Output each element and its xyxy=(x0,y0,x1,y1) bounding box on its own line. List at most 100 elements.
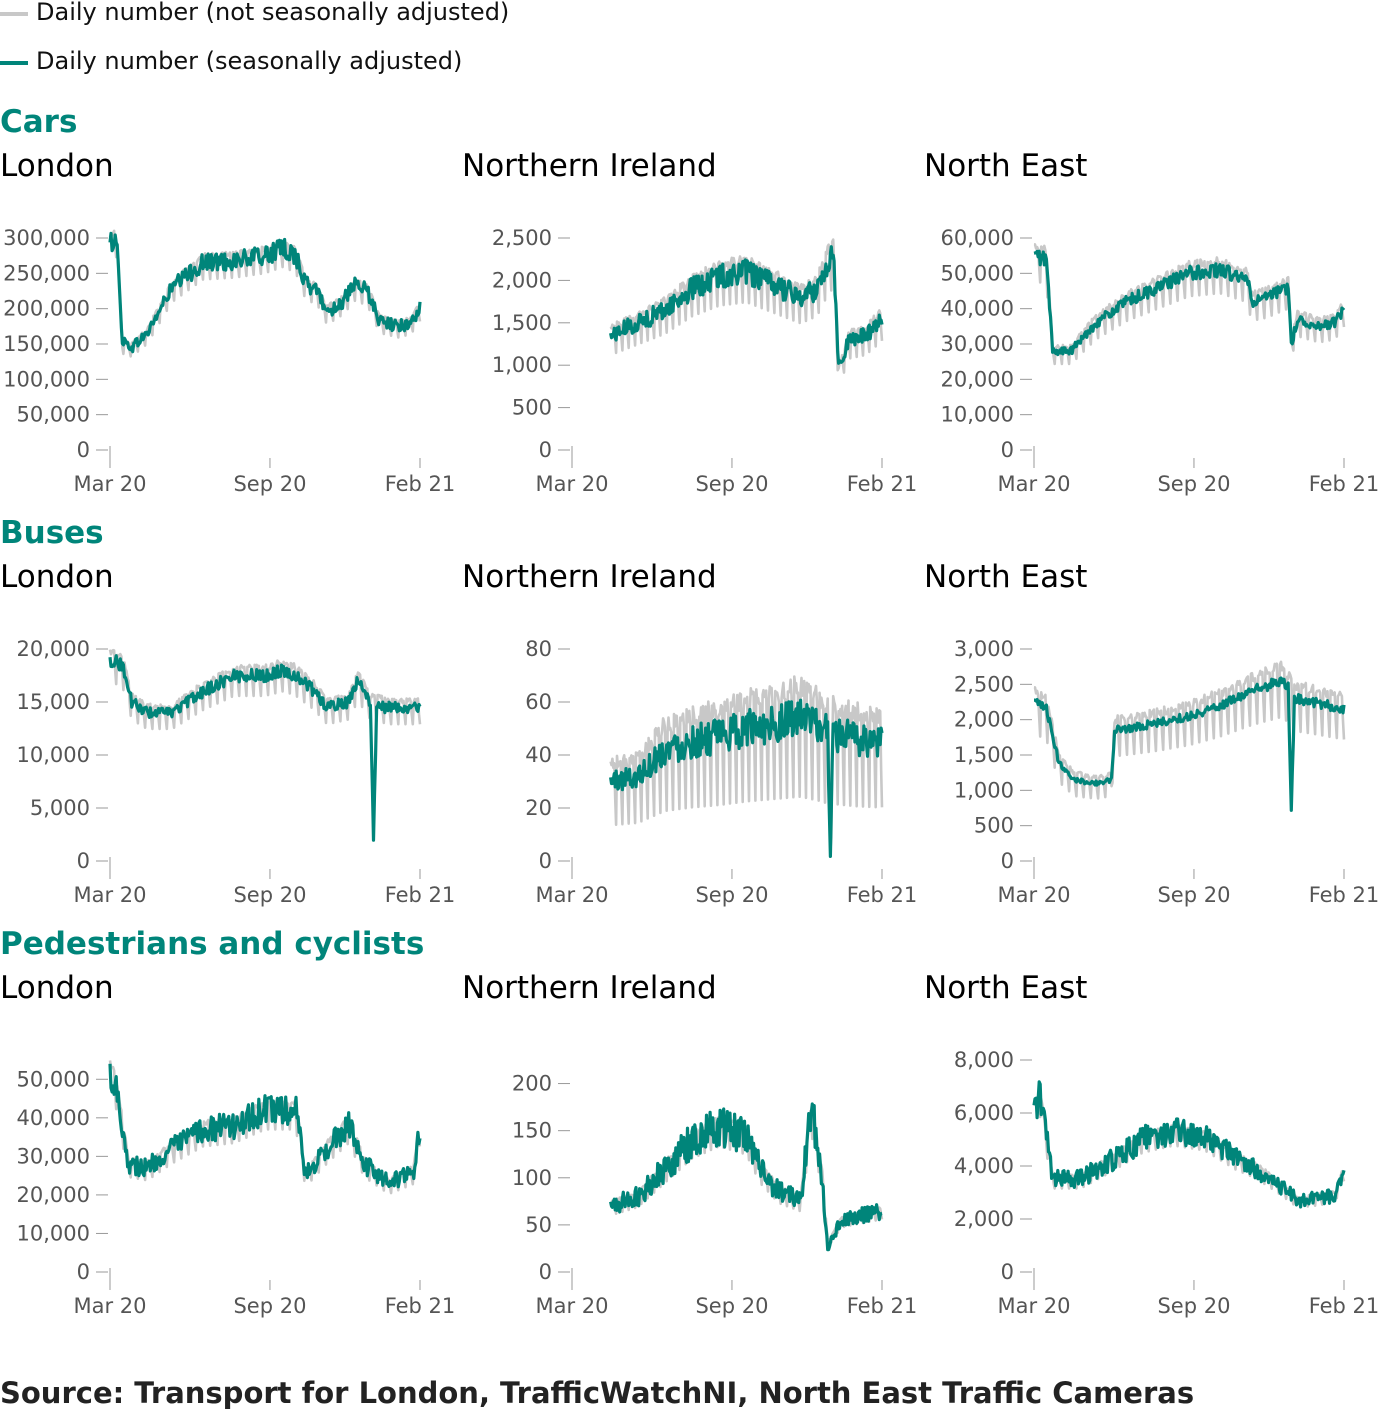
series-line-adjusted xyxy=(609,1102,883,1252)
series-line-adjusted xyxy=(609,698,884,858)
group-title-cars: Cars xyxy=(0,104,78,140)
y-tick-label: 2,000 xyxy=(954,1207,1014,1231)
x-tick-label: Mar 20 xyxy=(997,883,1070,907)
y-tick-label: 0 xyxy=(77,1260,90,1284)
y-tick-label: 80 xyxy=(525,637,552,661)
y-tick-label: 60,000 xyxy=(941,226,1014,250)
chart-title: London xyxy=(0,559,114,595)
y-tick-label: 5,000 xyxy=(30,796,90,820)
y-tick-label: 2,000 xyxy=(954,708,1014,732)
y-tick-label: 50,000 xyxy=(17,403,90,427)
y-tick-label: 0 xyxy=(539,849,552,873)
chart-svg-buses-london: 0 5,000 10,000 15,000 20,000 Mar 20 Sep 20 Feb … xyxy=(17,637,456,907)
y-tick-label: 1,000 xyxy=(954,778,1014,802)
x-tick-label: Feb 21 xyxy=(847,883,918,907)
chart-svg-buses-ni: 0 20 40 60 80 Mar 20 Sep 20 Feb 21 xyxy=(525,637,918,907)
chart-svg-cars-ne: 0 10,000 20,000 30,000 40,000 50,000 60,000 Mar… xyxy=(941,226,1378,496)
series-line-adjusted xyxy=(108,1063,422,1189)
series-line-not-adjusted xyxy=(1032,1097,1346,1209)
x-tick-label: Sep 20 xyxy=(233,1294,306,1318)
chart-title: North East xyxy=(924,970,1088,1006)
x-tick-label: Mar 20 xyxy=(997,472,1070,496)
series-line-not-adjusted xyxy=(609,675,884,852)
y-tick-label: 150 xyxy=(512,1119,552,1143)
legend-swatch-adjusted xyxy=(0,61,28,65)
y-tick-label: 100,000 xyxy=(3,367,90,391)
y-tick-label: 0 xyxy=(77,438,90,462)
y-tick-label: 200 xyxy=(512,1072,552,1096)
y-tick-label: 300,000 xyxy=(3,226,90,250)
x-tick-label: Sep 20 xyxy=(1157,883,1230,907)
source-note: Source: Transport for London, TrafficWat… xyxy=(0,1376,1195,1410)
x-tick-label: Sep 20 xyxy=(233,883,306,907)
y-tick-label: 3,000 xyxy=(954,637,1014,661)
y-tick-label: 0 xyxy=(539,1260,552,1284)
legend-label-adjusted: Daily number (seasonally adjusted) xyxy=(36,47,463,75)
x-tick-label: Feb 21 xyxy=(1309,472,1378,496)
series-line-adjusted xyxy=(108,654,422,842)
y-tick-label: 60 xyxy=(525,690,552,714)
y-tick-label: 6,000 xyxy=(954,1101,1014,1125)
y-tick-label: 8,000 xyxy=(954,1048,1014,1072)
y-tick-label: 100 xyxy=(512,1166,552,1190)
y-tick-label: 500 xyxy=(512,396,552,420)
x-tick-label: Feb 21 xyxy=(1309,883,1378,907)
x-tick-label: Sep 20 xyxy=(1157,1294,1230,1318)
chart-title: London xyxy=(0,148,114,184)
x-tick-label: Mar 20 xyxy=(73,883,146,907)
y-tick-label: 40,000 xyxy=(17,1106,90,1130)
y-tick-label: 50,000 xyxy=(941,261,1014,285)
chart-panel-buses-ne: North East 0 500 1,000 1,500 2,000 2,500 3,000… xyxy=(924,559,1378,909)
y-tick-label: 150,000 xyxy=(3,332,90,356)
y-tick-label: 10,000 xyxy=(17,743,90,767)
x-tick-label: Sep 20 xyxy=(1157,472,1230,496)
group-title-buses: Buses xyxy=(0,515,104,551)
x-tick-label: Mar 20 xyxy=(73,472,146,496)
x-tick-label: Feb 21 xyxy=(385,472,456,496)
x-tick-label: Mar 20 xyxy=(73,1294,146,1318)
x-tick-label: Feb 21 xyxy=(1309,1294,1378,1318)
series-line-adjusted xyxy=(1033,676,1346,812)
chart-svg-cars-ni: 0 500 1,000 1,500 2,000 2,500 Mar 20 Sep 20 Feb … xyxy=(492,226,917,496)
y-tick-label: 200,000 xyxy=(3,297,90,321)
y-tick-label: 10,000 xyxy=(941,403,1014,427)
y-tick-label: 50 xyxy=(525,1213,552,1237)
y-tick-label: 50,000 xyxy=(17,1067,90,1091)
chart-panel-buses-ni: Northern Ireland 0 20 40 60 80 Mar 20 Sep 20 Fe… xyxy=(462,559,924,909)
y-tick-label: 1,500 xyxy=(492,311,552,335)
y-tick-label: 30,000 xyxy=(941,332,1014,356)
y-tick-label: 20,000 xyxy=(941,367,1014,391)
y-tick-label: 250,000 xyxy=(3,261,90,285)
x-tick-label: Mar 20 xyxy=(997,1294,1070,1318)
y-tick-label: 1,500 xyxy=(954,743,1014,767)
x-tick-label: Feb 21 xyxy=(385,883,456,907)
legend-swatch-not-adjusted xyxy=(0,12,28,16)
y-tick-label: 15,000 xyxy=(17,690,90,714)
x-tick-label: Mar 20 xyxy=(535,472,608,496)
y-tick-label: 30,000 xyxy=(17,1144,90,1168)
y-tick-label: 10,000 xyxy=(17,1221,90,1245)
chart-svg-peds-london: 0 10,000 20,000 30,000 40,000 50,000 Mar 20 Sep… xyxy=(17,1060,455,1318)
chart-panel-cars-ni: Northern Ireland 0 500 1,000 1,500 2,000 2,50… xyxy=(462,148,924,498)
legend-label-not-adjusted: Daily number (not seasonally adjusted) xyxy=(36,0,510,26)
chart-panel-cars-london: London 0 50,000 100,000 150,000 200,000 250,0… xyxy=(0,148,462,498)
series-line-adjusted xyxy=(609,245,884,365)
series-line-not-adjusted xyxy=(1033,243,1346,366)
series-line-not-adjusted xyxy=(1033,660,1346,800)
chart-title: Northern Ireland xyxy=(462,148,717,184)
chart-panel-buses-london: London 0 5,000 10,000 15,000 20,000 Mar 20 Sep… xyxy=(0,559,462,909)
y-tick-label: 0 xyxy=(1001,438,1014,462)
y-tick-label: 20 xyxy=(525,796,552,820)
y-tick-label: 0 xyxy=(77,849,90,873)
y-tick-label: 0 xyxy=(1001,849,1014,873)
chart-title: North East xyxy=(924,559,1088,595)
y-tick-label: 20,000 xyxy=(17,1183,90,1207)
y-tick-label: 1,000 xyxy=(492,353,552,377)
chart-svg-peds-ni: 0 50 100 150 200 Mar 20 Sep 20 Feb 21 xyxy=(512,1072,918,1318)
series-line-adjusted xyxy=(1033,249,1346,357)
x-tick-label: Feb 21 xyxy=(847,1294,918,1318)
chart-panel-cars-ne: North East 0 10,000 20,000 30,000 40,000 50,0… xyxy=(924,148,1378,498)
y-tick-label: 20,000 xyxy=(17,637,90,661)
y-tick-label: 2,500 xyxy=(954,672,1014,696)
series-line-adjusted xyxy=(108,231,422,354)
